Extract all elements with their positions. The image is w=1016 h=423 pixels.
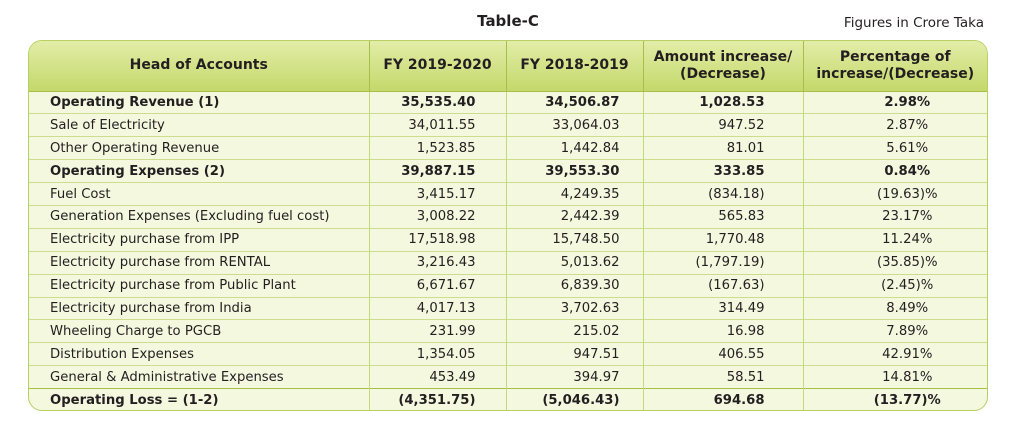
cell-fy-2019-2020: 35,535.40 [368,90,506,114]
cell-amount-change: (1,797.19) [642,250,803,275]
cell-fy-2018-2019: 947.51 [505,342,643,366]
row-label: Operating Revenue (1) [29,90,369,114]
cell-fy-2018-2019: 215.02 [505,319,643,343]
units-note: Figures in Crore Taka [843,15,984,31]
cell-fy-2018-2019: 3,702.63 [505,296,643,320]
row-label: Other Operating Revenue [29,136,369,160]
table-title: Table-C [477,12,539,30]
cell-amount-change: 1,770.48 [642,227,803,252]
cell-fy-2018-2019: 5,013.62 [505,250,643,275]
table-body: Operating Revenue (1) 35,535.40 34,506.87 1… [29,90,987,410]
cell-fy-2019-2020: 231.99 [368,319,506,343]
table-row: Fuel Cost 3,415.17 4,249.35 (834.18) (19.63)… [29,182,987,206]
table-row: Distribution Expenses 1,354.05 947.51 406.5… [29,342,987,366]
cell-fy-2019-2020: 39,887.15 [368,159,506,183]
row-label: Wheeling Charge to PGCB [29,319,369,343]
cell-fy-2018-2019: 394.97 [505,365,643,389]
cell-fy-2018-2019: 2,442.39 [505,204,643,229]
cell-percentage-change: 7.89% [802,319,987,343]
row-label: Distribution Expenses [29,342,369,366]
row-label: General & Administrative Expenses [29,365,369,389]
cell-percentage-change: 23.17% [802,204,987,229]
table-row: Electricity purchase from Public Plant 6,… [29,273,987,298]
cell-fy-2019-2020: 34,011.55 [368,113,506,137]
cell-percentage-change: (2.45)% [802,273,987,298]
table-row: Operating Expenses (2) 39,887.15 39,553.30… [29,159,987,183]
cell-fy-2018-2019: 33,064.03 [505,113,643,137]
cell-percentage-change: 42.91% [802,342,987,366]
cell-percentage-change: (13.77)% [802,388,987,410]
table-row: Other Operating Revenue 1,523.85 1,442.84 8… [29,136,987,160]
cell-amount-change: 1,028.53 [642,90,803,114]
header-amount-change: Amount increase/ (Decrease) [642,41,803,91]
cell-fy-2019-2020: 3,216.43 [368,250,506,275]
cell-percentage-change: 8.49% [802,296,987,320]
row-label: Electricity purchase from IPP [29,227,369,252]
cell-percentage-change: (19.63)% [802,182,987,206]
row-label: Generation Expenses (Excluding fuel cost… [29,204,369,229]
row-label: Electricity purchase from Public Plant [29,273,369,298]
cell-fy-2019-2020: 3,008.22 [368,204,506,229]
cell-amount-change: 333.85 [642,159,803,183]
cell-fy-2018-2019: 4,249.35 [505,182,643,206]
header-percentage-change: Percentage of increase/(Decrease) [802,41,987,91]
cell-fy-2019-2020: 1,523.85 [368,136,506,160]
cell-amount-change: (834.18) [642,182,803,206]
cell-percentage-change: (35.85)% [802,250,987,275]
table-container: Head of Accounts FY 2019-2020 FY 2018-20… [28,40,988,411]
cell-fy-2018-2019: 39,553.30 [505,159,643,183]
cell-amount-change: 406.55 [642,342,803,366]
row-label: Fuel Cost [29,182,369,206]
row-label: Electricity purchase from RENTAL [29,250,369,275]
cell-fy-2019-2020: 3,415.17 [368,182,506,206]
cell-amount-change: 947.52 [642,113,803,137]
table-row: Operating Revenue (1) 35,535.40 34,506.87 1… [29,90,987,114]
cell-fy-2018-2019: 1,442.84 [505,136,643,160]
cell-amount-change: 694.68 [642,388,803,410]
cell-fy-2019-2020: 1,354.05 [368,342,506,366]
financial-table: Head of Accounts FY 2019-2020 FY 2018-20… [29,41,987,410]
header-fy-2018-2019: FY 2018-2019 [505,41,643,91]
table-row: Sale of Electricity 34,011.55 33,064.03 947… [29,113,987,137]
table-row: Operating Loss = (1-2) (4,351.75) (5,046.4… [29,388,987,410]
cell-fy-2018-2019: 34,506.87 [505,90,643,114]
cell-fy-2018-2019: 6,839.30 [505,273,643,298]
row-label: Sale of Electricity [29,113,369,137]
row-label: Operating Loss = (1-2) [29,388,369,410]
table-row: Electricity purchase from India 4,017.13 3… [29,296,987,320]
cell-amount-change: 314.49 [642,296,803,320]
table-row: Wheeling Charge to PGCB 231.99 215.02 16.98… [29,319,987,343]
header-row: Head of Accounts FY 2019-2020 FY 2018-20… [29,41,987,91]
cell-percentage-change: 0.84% [802,159,987,183]
cell-amount-change: 16.98 [642,319,803,343]
cell-percentage-change: 2.87% [802,113,987,137]
cell-percentage-change: 5.61% [802,136,987,160]
cell-fy-2019-2020: 6,671.67 [368,273,506,298]
cell-amount-change: 81.01 [642,136,803,160]
cell-percentage-change: 2.98% [802,90,987,114]
cell-fy-2019-2020: 17,518.98 [368,227,506,252]
row-label: Operating Expenses (2) [29,159,369,183]
table-row: General & Administrative Expenses 453.49 3… [29,365,987,389]
cell-amount-change: 58.51 [642,365,803,389]
cell-fy-2019-2020: 453.49 [368,365,506,389]
table-row: Electricity purchase from IPP 17,518.98 15… [29,227,987,252]
table-row: Generation Expenses (Excluding fuel cost… [29,204,987,229]
row-label: Electricity purchase from India [29,296,369,320]
cell-fy-2018-2019: 15,748.50 [505,227,643,252]
cell-amount-change: 565.83 [642,204,803,229]
table-row: Electricity purchase from RENTAL 3,216.43… [29,250,987,275]
cell-fy-2019-2020: (4,351.75) [368,388,506,410]
cell-fy-2018-2019: (5,046.43) [505,388,643,410]
cell-percentage-change: 11.24% [802,227,987,252]
header-fy-2019-2020: FY 2019-2020 [368,41,506,91]
cell-fy-2019-2020: 4,017.13 [368,296,506,320]
cell-percentage-change: 14.81% [802,365,987,389]
header-head-of-accounts: Head of Accounts [29,41,369,91]
cell-amount-change: (167.63) [642,273,803,298]
